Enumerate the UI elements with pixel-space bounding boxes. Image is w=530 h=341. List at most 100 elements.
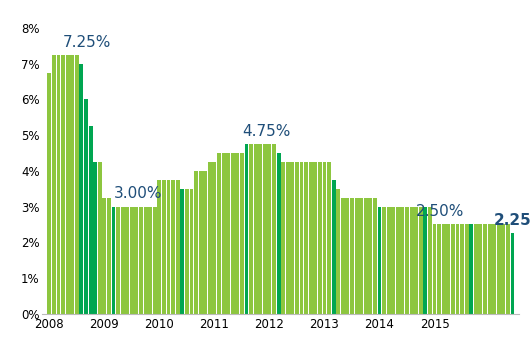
Bar xyxy=(144,207,147,314)
Bar xyxy=(157,180,161,314)
Bar xyxy=(355,198,358,314)
Bar xyxy=(204,171,207,314)
Bar xyxy=(309,162,313,314)
Bar xyxy=(139,207,143,314)
Bar xyxy=(492,224,496,314)
Bar xyxy=(268,144,271,314)
Bar xyxy=(327,162,331,314)
Bar xyxy=(111,207,116,314)
Bar xyxy=(286,162,290,314)
Bar xyxy=(396,207,400,314)
Bar xyxy=(61,55,65,314)
Bar xyxy=(290,162,294,314)
Bar xyxy=(98,162,102,314)
Bar xyxy=(153,207,157,314)
Bar xyxy=(222,153,226,314)
Bar xyxy=(180,189,184,314)
Bar xyxy=(318,162,322,314)
Bar xyxy=(130,207,134,314)
Bar xyxy=(199,171,202,314)
Bar xyxy=(451,224,455,314)
Bar xyxy=(213,162,216,314)
Bar xyxy=(190,189,193,314)
Bar xyxy=(116,207,120,314)
Bar xyxy=(387,207,391,314)
Bar xyxy=(80,64,83,314)
Bar xyxy=(414,207,418,314)
Bar xyxy=(332,180,335,314)
Bar xyxy=(176,180,180,314)
Bar xyxy=(52,55,56,314)
Bar xyxy=(359,198,363,314)
Bar xyxy=(84,100,88,314)
Bar xyxy=(341,198,345,314)
Text: 2.50%: 2.50% xyxy=(416,204,465,219)
Text: 4.75%: 4.75% xyxy=(242,124,290,139)
Bar xyxy=(235,153,239,314)
Bar xyxy=(373,198,377,314)
Bar xyxy=(208,162,212,314)
Bar xyxy=(368,198,372,314)
Bar xyxy=(410,207,413,314)
Bar xyxy=(506,224,510,314)
Bar xyxy=(350,198,354,314)
Text: 7.25%: 7.25% xyxy=(63,34,111,49)
Bar xyxy=(185,189,189,314)
Bar xyxy=(423,207,427,314)
Bar xyxy=(323,162,326,314)
Bar xyxy=(277,153,280,314)
Bar xyxy=(281,162,285,314)
Bar xyxy=(419,207,423,314)
Bar xyxy=(272,144,276,314)
Bar xyxy=(194,171,198,314)
Bar xyxy=(497,224,501,314)
Bar xyxy=(249,144,253,314)
Bar xyxy=(483,224,487,314)
Bar xyxy=(479,224,482,314)
Bar xyxy=(336,189,340,314)
Bar xyxy=(162,180,166,314)
Bar xyxy=(166,180,171,314)
Bar xyxy=(75,55,79,314)
Bar xyxy=(47,73,51,314)
Bar xyxy=(501,224,505,314)
Bar xyxy=(474,224,478,314)
Bar xyxy=(465,224,469,314)
Bar xyxy=(263,144,267,314)
Bar xyxy=(313,162,317,314)
Bar xyxy=(107,198,111,314)
Bar xyxy=(89,126,93,314)
Bar xyxy=(148,207,152,314)
Bar xyxy=(121,207,125,314)
Bar xyxy=(488,224,491,314)
Text: 2.25%: 2.25% xyxy=(494,213,530,228)
Bar xyxy=(469,224,473,314)
Bar xyxy=(217,153,221,314)
Bar xyxy=(446,224,450,314)
Bar xyxy=(57,55,60,314)
Bar xyxy=(428,207,432,314)
Bar xyxy=(258,144,262,314)
Bar xyxy=(240,153,244,314)
Bar xyxy=(171,180,175,314)
Bar xyxy=(244,144,249,314)
Bar xyxy=(254,144,258,314)
Bar xyxy=(405,207,409,314)
Text: 3.00%: 3.00% xyxy=(113,186,162,201)
Bar xyxy=(70,55,74,314)
Bar xyxy=(295,162,299,314)
Bar xyxy=(382,207,386,314)
Bar xyxy=(346,198,349,314)
Bar xyxy=(231,153,235,314)
Bar xyxy=(304,162,308,314)
Bar xyxy=(226,153,230,314)
Bar xyxy=(401,207,404,314)
Bar xyxy=(432,224,437,314)
Bar xyxy=(442,224,446,314)
Bar xyxy=(460,224,464,314)
Bar xyxy=(66,55,69,314)
Bar xyxy=(93,162,97,314)
Bar xyxy=(125,207,129,314)
Bar xyxy=(135,207,138,314)
Bar xyxy=(102,198,107,314)
